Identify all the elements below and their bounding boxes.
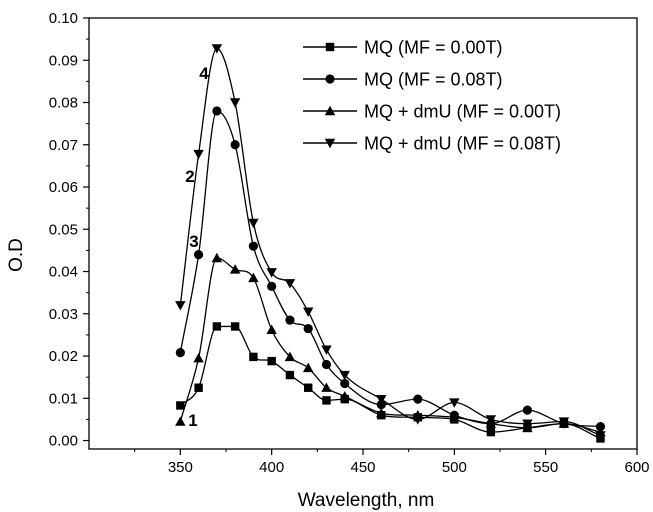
y-tick-label: 0.04	[49, 264, 78, 281]
x-axis-title: Wavelength, nm	[298, 490, 435, 511]
series-line	[180, 326, 600, 438]
y-tick-label: 0.10	[49, 10, 78, 27]
y-tick-label: 0.08	[49, 95, 78, 112]
y-tick-label: 0.09	[49, 52, 78, 69]
x-tick-label: 500	[442, 459, 467, 476]
square-marker	[249, 353, 257, 361]
y-tick-label: 0.02	[49, 348, 78, 365]
curve-label: 1	[188, 411, 197, 430]
circle-marker	[322, 360, 331, 369]
y-tick-label: 0.07	[49, 137, 78, 154]
curve-label: 3	[189, 232, 198, 251]
curve-label: 2	[185, 167, 194, 186]
circle-marker	[212, 106, 221, 115]
circle-marker	[249, 242, 258, 251]
legend-label: MQ + dmU (MF = 0.00T)	[364, 102, 561, 122]
x-tick-label: 600	[624, 459, 649, 476]
triangle-up-marker	[266, 325, 276, 334]
circle-marker	[231, 140, 240, 149]
square-marker	[231, 322, 239, 330]
square-marker	[286, 371, 294, 379]
circle-marker	[176, 348, 185, 357]
triangle-down-marker	[193, 150, 203, 159]
circle-marker	[267, 282, 276, 291]
triangle-up-marker	[193, 353, 203, 362]
square-marker	[487, 428, 495, 436]
square-marker	[326, 43, 334, 51]
legend-label: MQ + dmU (MF = 0.08T)	[364, 134, 561, 154]
curve-label: 4	[199, 64, 209, 83]
circle-marker	[325, 74, 334, 83]
triangle-down-marker	[303, 307, 313, 316]
y-tick-label: 0.05	[49, 221, 78, 238]
y-tick-label: 0.06	[49, 179, 78, 196]
square-marker	[194, 384, 202, 392]
triangle-down-marker	[230, 98, 240, 107]
triangle-up-marker	[175, 416, 185, 425]
square-marker	[304, 384, 312, 392]
series-2: 2	[176, 106, 605, 431]
square-marker	[267, 357, 275, 365]
square-marker	[213, 322, 221, 330]
plot-area: 350 400 450 500 550 600 0.00 0.01 0.02 0.03 0.04 0.…	[49, 10, 650, 476]
series-1: 1	[176, 322, 605, 442]
triangle-up-marker	[212, 253, 222, 262]
legend-label: MQ (MF = 0.08T)	[364, 70, 503, 90]
y-tick-label: 0.00	[49, 433, 78, 450]
x-tick-label: 450	[350, 459, 375, 476]
legend-label: MQ (MF = 0.00T)	[364, 38, 503, 58]
circle-marker	[285, 316, 294, 325]
circle-marker	[523, 406, 532, 415]
plot-frame	[89, 18, 637, 449]
triangle-down-marker	[321, 346, 331, 355]
y-tick-label: 0.01	[49, 390, 78, 407]
triangle-down-marker	[175, 301, 185, 310]
circle-marker	[194, 250, 203, 259]
circle-marker	[304, 324, 313, 333]
y-axis-title: O.D	[6, 238, 27, 272]
legend: MQ (MF = 0.00T) MQ (MF = 0.08T) MQ + dmU (…	[303, 38, 561, 154]
x-tick-label: 350	[168, 459, 193, 476]
x-tick-label: 400	[259, 459, 284, 476]
x-tick-label: 550	[533, 459, 558, 476]
square-marker	[176, 401, 184, 409]
circle-marker	[340, 379, 349, 388]
circle-marker	[413, 395, 422, 404]
triangle-up-marker	[303, 363, 313, 372]
triangle-up-marker	[230, 264, 240, 273]
y-tick-label: 0.03	[49, 306, 78, 323]
square-marker	[322, 396, 330, 404]
